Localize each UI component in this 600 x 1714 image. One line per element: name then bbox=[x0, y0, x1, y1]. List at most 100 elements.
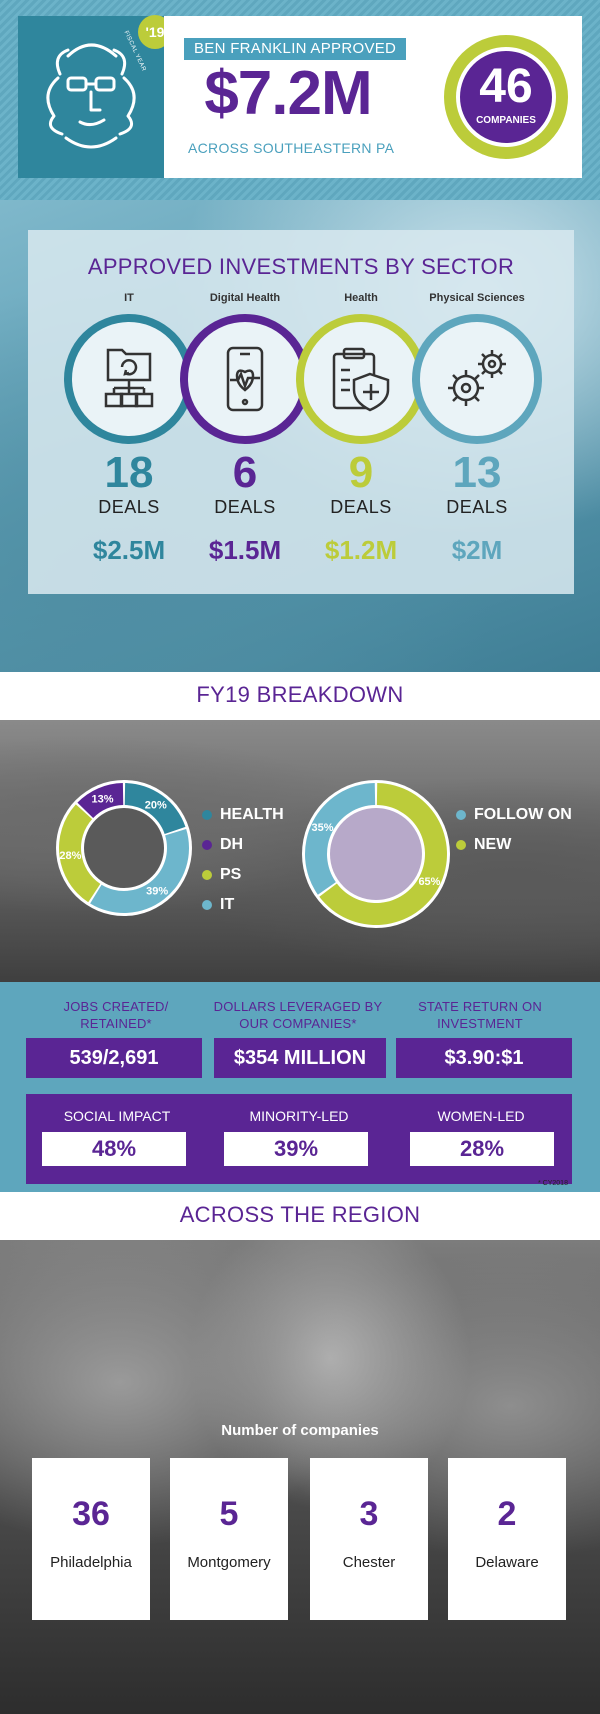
donut-center bbox=[330, 808, 422, 900]
breakdown-title: FY19 BREAKDOWN bbox=[196, 682, 404, 707]
dollars-leveraged-value: $354 MILLION bbox=[214, 1038, 386, 1078]
legend-item: HEALTH bbox=[202, 800, 284, 830]
footnote: * CY2018 bbox=[538, 1180, 568, 1187]
sector-amount: $2.5M bbox=[92, 535, 166, 565]
region-subtitle: ACROSS SOUTHEASTERN PA bbox=[188, 140, 395, 156]
legend-dot-icon bbox=[456, 840, 466, 850]
social-impact-value: 48% bbox=[42, 1132, 186, 1166]
donut-pct-label: 13% bbox=[92, 793, 114, 805]
social-impact-label: SOCIAL IMPACT bbox=[63, 1108, 171, 1124]
county-count: 36 bbox=[72, 1495, 110, 1533]
sector-title: APPROVED INVESTMENTS BY SECTOR bbox=[87, 254, 515, 279]
county-name: Delaware bbox=[475, 1554, 539, 1571]
sector-deals-label: DEALS bbox=[446, 497, 508, 517]
legend-dot-icon bbox=[456, 810, 466, 820]
donut-center bbox=[84, 808, 164, 888]
legend-item: DH bbox=[202, 830, 284, 860]
clipboard-shield-icon bbox=[332, 347, 390, 412]
donut-slice-health bbox=[124, 783, 186, 835]
total-amount: $7.2M bbox=[204, 59, 372, 128]
women-led-value: 28% bbox=[410, 1132, 554, 1166]
donut-slice-new bbox=[319, 783, 447, 925]
sector-name: Digital Health bbox=[209, 292, 281, 304]
donut-slice-follow-on bbox=[305, 783, 376, 895]
gears-icon bbox=[448, 350, 506, 406]
sector-name: Health bbox=[344, 292, 378, 304]
legend-dot-icon bbox=[202, 840, 212, 850]
sector-deal-count: 6 bbox=[232, 448, 258, 497]
county-count: 3 bbox=[359, 1495, 379, 1533]
donut-pct-label: 35% bbox=[312, 822, 334, 834]
donut-slice-ps bbox=[58, 804, 101, 903]
jobs-value: 539/2,691 bbox=[26, 1038, 202, 1078]
companies-badge: 46 COMPANIES bbox=[444, 35, 568, 159]
legend-label: NEW bbox=[474, 836, 512, 853]
legend-label: PS bbox=[220, 866, 242, 883]
county-name: Chester bbox=[342, 1554, 396, 1571]
companies-label: COMPANIES bbox=[476, 115, 536, 126]
sector-physical-sciences: Physical Sciences 13 DEALS $2M bbox=[412, 292, 542, 564]
phone-heartbeat-icon bbox=[226, 346, 264, 412]
legend-item: PS bbox=[202, 860, 284, 890]
donut-slice-it bbox=[90, 828, 189, 913]
sector-deal-count: 13 bbox=[452, 448, 502, 497]
donut-slice-dh bbox=[77, 783, 124, 819]
approved-label: BEN FRANKLIN APPROVED bbox=[184, 38, 407, 60]
county-card-montgomery: 5 Montgomery bbox=[170, 1458, 288, 1620]
jobs-label: JOBS CREATED/ RETAINED* bbox=[63, 999, 169, 1031]
minority-led-label: MINORITY-LED bbox=[249, 1108, 349, 1124]
dollars-leveraged-label: DOLLARS LEVERAGED BY OUR COMPANIES* bbox=[213, 999, 383, 1031]
county-count: 2 bbox=[497, 1495, 517, 1533]
legend-dot-icon bbox=[202, 900, 212, 910]
sector-health: Health 9 DEALS $1.2M bbox=[296, 292, 426, 564]
legend-dot-icon bbox=[202, 810, 212, 820]
county-count: 5 bbox=[219, 1495, 239, 1533]
followon-donut-chart: 65% 35% bbox=[302, 780, 450, 928]
headline-panel: BEN FRANKLIN APPROVED $7.2M ACROSS SOUTH… bbox=[164, 16, 582, 178]
header-band: '19 FISCAL YEAR BEN FRANKLIN APPROVED $7… bbox=[0, 0, 600, 200]
sector-deals-label: DEALS bbox=[98, 497, 160, 517]
ben-franklin-face-icon bbox=[46, 43, 136, 149]
legend-item: FOLLOW ON bbox=[456, 800, 572, 830]
legend-item: NEW bbox=[456, 830, 572, 860]
county-name: Philadelphia bbox=[50, 1554, 132, 1571]
county-card-philadelphia: 36 Philadelphia bbox=[32, 1458, 150, 1620]
followon-donut-legend: FOLLOW ON NEW bbox=[456, 800, 572, 860]
county-name: Montgomery bbox=[187, 1554, 271, 1571]
roi-label: STATE RETURN ON INVESTMENT bbox=[418, 999, 542, 1031]
legend-label: FOLLOW ON bbox=[474, 806, 572, 823]
county-card-delaware: 2 Delaware bbox=[448, 1458, 566, 1620]
sector-name: Physical Sciences bbox=[429, 292, 525, 304]
region-title: ACROSS THE REGION bbox=[179, 1202, 421, 1227]
roi-value: $3.90:$1 bbox=[396, 1038, 572, 1078]
sector-deals-label: DEALS bbox=[330, 497, 392, 517]
donut-pct-label: 28% bbox=[59, 850, 81, 862]
impact-panel: SOCIAL IMPACT MINORITY-LED WOMEN-LED 48%… bbox=[26, 1094, 572, 1184]
ben-franklin-logo bbox=[18, 16, 164, 178]
sector-deals-label: DEALS bbox=[214, 497, 276, 517]
legend-item: IT bbox=[202, 890, 284, 920]
sector-amount: $2M bbox=[451, 535, 503, 565]
legend-label: HEALTH bbox=[220, 806, 284, 823]
sector-card: APPROVED INVESTMENTS BY SECTOR IT 18 bbox=[28, 230, 574, 594]
sector-donut-legend: HEALTH DH PS IT bbox=[202, 800, 284, 920]
sector-it: IT 18 DEALS $2.5M bbox=[64, 292, 194, 564]
sector-amount: $1.5M bbox=[208, 535, 282, 565]
donut-pct-label: 39% bbox=[146, 886, 168, 898]
donut-pct-label: 20% bbox=[145, 799, 167, 811]
sector-name: IT bbox=[124, 292, 134, 304]
county-card-chester: 3 Chester bbox=[310, 1458, 428, 1620]
sector-amount: $1.2M bbox=[324, 535, 398, 565]
women-led-label: WOMEN-LED bbox=[437, 1108, 525, 1124]
sector-deal-count: 18 bbox=[104, 448, 154, 497]
sector-deal-count: 9 bbox=[348, 448, 374, 497]
network-folder-icon bbox=[104, 348, 154, 408]
number-of-companies-title: Number of companies bbox=[221, 1422, 379, 1439]
sector-donut-chart: 20% 39% 28% 13% bbox=[56, 780, 192, 916]
sector-digital-health: Digital Health 6 DEALS $1.5M bbox=[180, 292, 310, 564]
donut-pct-label: 65% bbox=[418, 876, 440, 888]
legend-dot-icon bbox=[202, 870, 212, 880]
legend-label: IT bbox=[220, 896, 235, 913]
legend-label: DH bbox=[220, 836, 244, 853]
